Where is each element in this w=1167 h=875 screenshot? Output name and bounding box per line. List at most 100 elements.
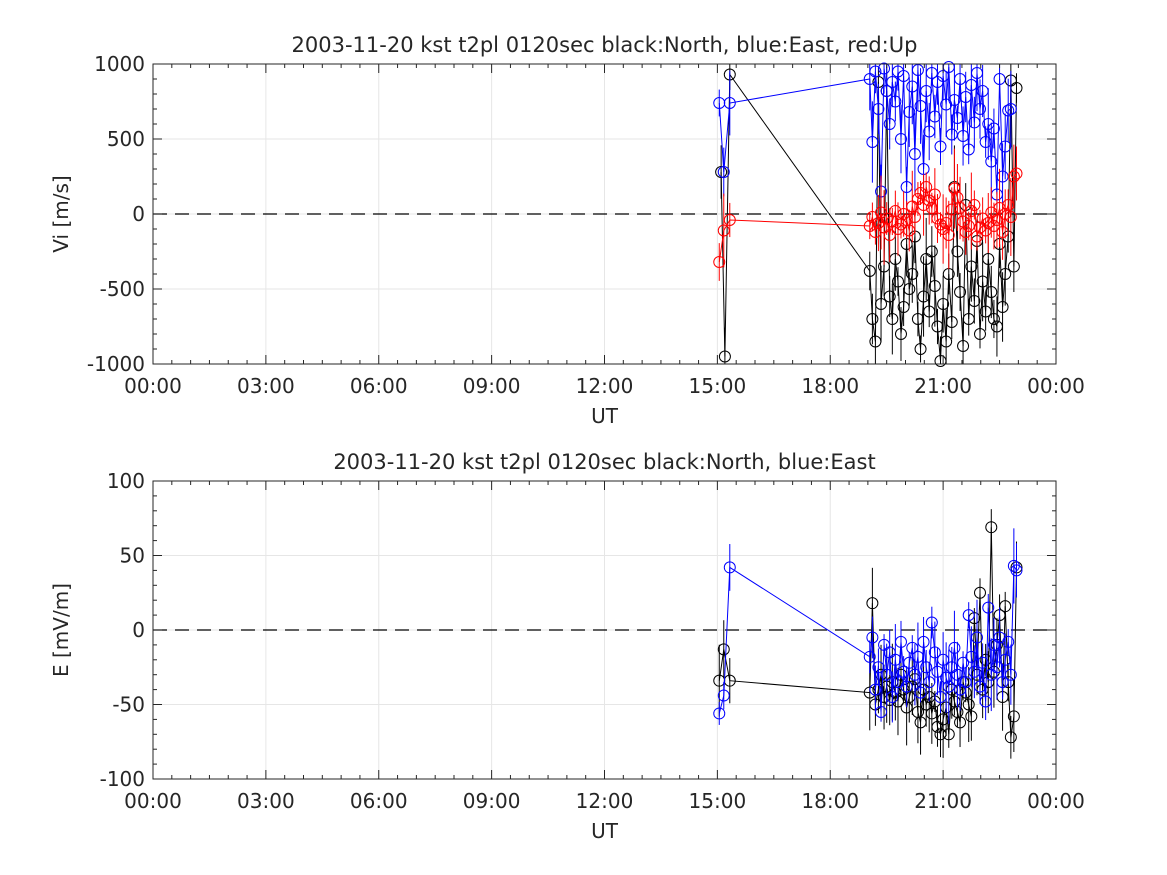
data-point: [880, 668, 893, 681]
data-point: [973, 103, 986, 115]
y-tick-label: 100: [107, 469, 145, 493]
data-point: [970, 230, 983, 243]
data-point: [920, 661, 933, 674]
data-point: [1004, 211, 1017, 223]
data-point: [718, 350, 731, 363]
data-point: [945, 203, 958, 216]
data-point: [979, 305, 992, 318]
data-point: [920, 181, 933, 193]
data-point: [925, 707, 938, 720]
data-point: [869, 65, 882, 78]
data-point: [990, 661, 1003, 674]
x-tick-label: 06:00: [350, 374, 408, 398]
data-point: [1007, 710, 1020, 723]
data-point: [948, 182, 961, 195]
data-point: [968, 116, 981, 129]
data-point: [1007, 260, 1020, 273]
data-point: [894, 635, 907, 648]
data-point: [903, 283, 916, 295]
data-point: [965, 79, 978, 91]
data-point: [880, 212, 893, 225]
data-point: [866, 136, 879, 148]
x-tick-label: 21:00: [914, 374, 972, 398]
data-point: [889, 653, 902, 666]
data-point: [985, 155, 998, 168]
data-point: [970, 67, 983, 79]
data-point: [717, 224, 730, 237]
data-point: [957, 656, 970, 669]
data-point: [996, 226, 1009, 238]
data-point: [959, 226, 972, 238]
data-point: [869, 683, 882, 696]
x-tick-label: 18:00: [801, 789, 859, 813]
y-tick-label: -50: [112, 693, 145, 717]
data-point: [987, 313, 1000, 325]
data-point: [866, 631, 879, 644]
ticks: 00:00 03:00 06:00 09:00 12:00 15:00 18:00 21:00…: [100, 469, 1085, 813]
data-point: [886, 76, 899, 88]
x-tick-label: 06:00: [350, 789, 408, 813]
data-point: [891, 275, 904, 288]
y-tick-label: 0: [132, 618, 145, 642]
data-point: [999, 208, 1012, 220]
data-point: [945, 316, 958, 328]
data-point: [990, 214, 1003, 226]
data-point: [982, 601, 995, 614]
data-point: [931, 320, 944, 333]
data-point: [976, 85, 989, 97]
data-point: [937, 653, 950, 666]
data-point: [951, 668, 964, 681]
data-point: [962, 313, 975, 325]
data-point: [959, 91, 972, 103]
data-point: [1002, 199, 1015, 211]
data-point: [957, 130, 970, 142]
data-point: [903, 224, 916, 237]
x-tick-label: 00:00: [1027, 374, 1085, 398]
data-point: [897, 70, 910, 82]
data-point: [965, 260, 978, 273]
series-north: [715, 64, 1023, 367]
data-point: [999, 600, 1012, 613]
data-point: [976, 275, 989, 288]
data-point: [934, 691, 947, 704]
data-point: [954, 73, 967, 85]
data-point: [951, 245, 964, 258]
data-point: [954, 202, 967, 214]
data-point: [897, 665, 910, 678]
data-point: [925, 616, 938, 629]
data-point: [928, 110, 941, 123]
x-axis-label: UT: [591, 819, 619, 843]
y-tick-label: 0: [132, 202, 145, 226]
data-point: [973, 586, 986, 599]
data-point: [973, 328, 986, 340]
x-tick-label: 03:00: [237, 374, 295, 398]
data-point: [908, 148, 921, 160]
data-point: [993, 73, 1006, 85]
x-tick-label: 00:00: [1027, 789, 1085, 813]
data-point: [1010, 167, 1023, 180]
data-point: [1010, 564, 1023, 577]
data-point: [970, 631, 983, 644]
data-point: [713, 256, 726, 268]
data-point: [934, 355, 947, 367]
data-point: [723, 214, 736, 226]
data-point: [908, 211, 921, 223]
data-point: [985, 521, 998, 534]
chart-title: 2003-11-20 kst t2pl 0120sec black:North,…: [333, 450, 875, 474]
series-east: [713, 528, 1023, 725]
data-point: [954, 716, 967, 729]
data-point: [987, 220, 1000, 232]
data-point: [917, 635, 930, 648]
x-tick-label: 21:00: [914, 789, 972, 813]
data-point: [906, 268, 919, 280]
series-east: [713, 61, 1017, 219]
data-point: [999, 140, 1012, 153]
data-point: [920, 698, 933, 711]
data-point: [723, 97, 736, 109]
series-up: [713, 144, 1023, 281]
data-point: [914, 343, 927, 355]
x-tick-label: 12:00: [576, 374, 634, 398]
data-point: [866, 597, 879, 610]
data-point: [942, 728, 955, 741]
data-point: [999, 653, 1012, 666]
